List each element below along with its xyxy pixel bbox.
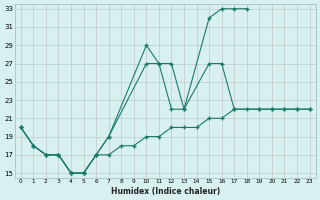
X-axis label: Humidex (Indice chaleur): Humidex (Indice chaleur): [111, 187, 220, 196]
